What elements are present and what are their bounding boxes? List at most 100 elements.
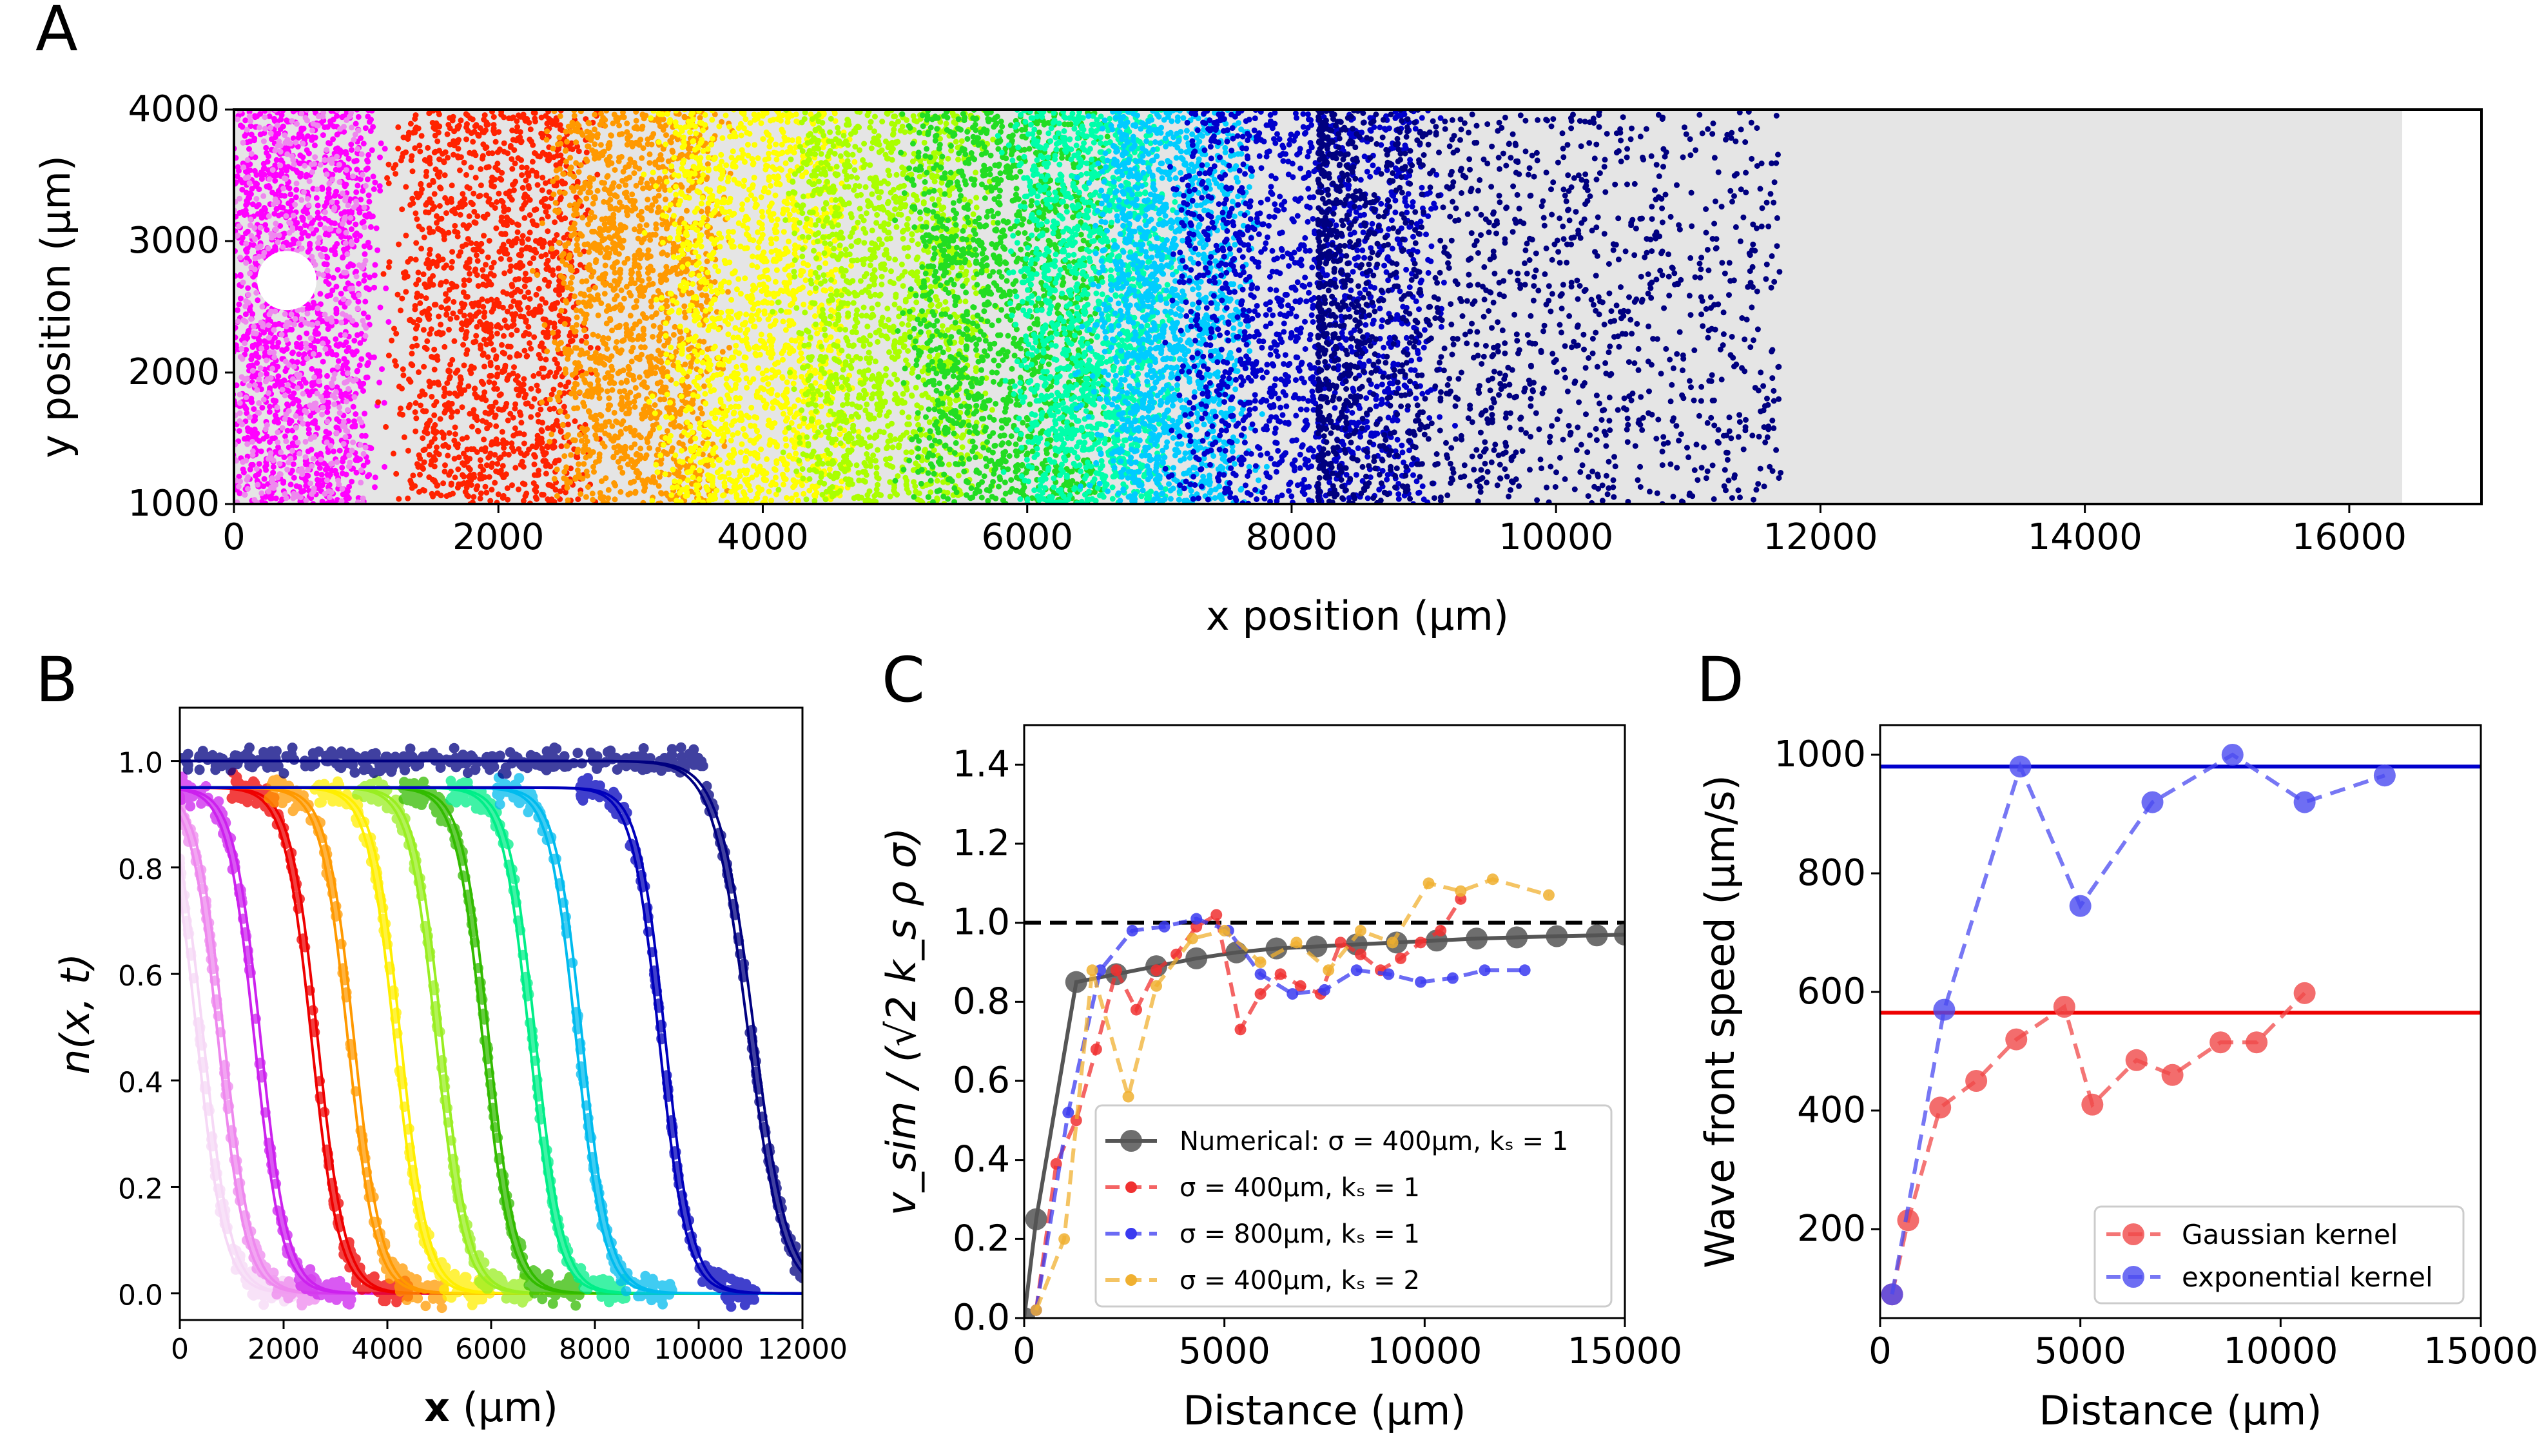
y-tick-label: 0.6 bbox=[953, 1060, 1010, 1102]
legend-swatch-marker bbox=[1125, 1228, 1137, 1239]
panel-b-plot-area bbox=[175, 743, 808, 1313]
y-tick-label: 600 bbox=[1797, 971, 1866, 1013]
panel-c-x-ticks: 0 5000 10000 15000 bbox=[1013, 1318, 1682, 1372]
x-tick-label: 10000 bbox=[654, 1333, 744, 1366]
x-tick-label: 0 bbox=[222, 516, 246, 558]
panel-b-fit-curve bbox=[180, 788, 802, 1294]
legend-swatch-marker bbox=[2122, 1223, 2144, 1245]
panel-a-x-ticks: 0 2000 4000 6000 8000 10000 12000 14000 16000 bbox=[222, 504, 2407, 558]
y-tick-label: 400 bbox=[1797, 1089, 1866, 1131]
x-tick-label: 6000 bbox=[455, 1333, 527, 1366]
panel-c-series-point-2 bbox=[1415, 976, 1426, 988]
panel-c-series-point-3 bbox=[1151, 980, 1162, 992]
panel-b-y-label: n(x, t) bbox=[52, 953, 99, 1074]
panel-c-series-point-1 bbox=[1275, 968, 1287, 980]
y-tick-label: 800 bbox=[1797, 852, 1866, 894]
panel-d-series-point-0 bbox=[2246, 1031, 2267, 1053]
y-tick-label: 3000 bbox=[128, 220, 220, 262]
panel-c-series-point-3 bbox=[1187, 933, 1198, 944]
panel-b-fit-curve bbox=[180, 788, 802, 1294]
legend-swatch-marker bbox=[1125, 1274, 1137, 1286]
panel-c-legend: Numerical: σ = 400μm, kₛ = 1σ = 400μm, k… bbox=[1096, 1105, 1611, 1306]
panel-a-y-label: y position (μm) bbox=[32, 155, 79, 458]
panel-d-series-point-1 bbox=[2142, 791, 2164, 813]
panel-b-fit-curve bbox=[180, 788, 802, 1294]
legend-swatch-marker bbox=[2122, 1266, 2144, 1288]
panel-c-series-point-2 bbox=[1351, 964, 1363, 976]
x-tick-label: 15000 bbox=[2423, 1330, 2538, 1372]
panel-b-fit-curve bbox=[180, 788, 802, 1294]
panel-b-x-label: x (μm) bbox=[424, 1384, 558, 1431]
panel-b-fit-curve bbox=[180, 788, 802, 1294]
panel-c-series-point-3 bbox=[1123, 1091, 1134, 1103]
panel-c-series-point-3 bbox=[1323, 964, 1334, 976]
panel-b-y-ticks: 0.00.20.40.60.81.0 bbox=[118, 747, 180, 1312]
panel-c-legend-label: σ = 800μm, kₛ = 1 bbox=[1180, 1219, 1420, 1249]
x-tick-label: 4000 bbox=[351, 1333, 423, 1366]
y-tick-label: 0.4 bbox=[118, 1066, 163, 1099]
panel-b-fit-curve bbox=[180, 788, 802, 1294]
panel-c: C 0 5000 10000 15000 0.00.20.40.60.81.01.21… bbox=[878, 644, 1682, 1434]
panel-c-numerical-point bbox=[1265, 938, 1287, 960]
panel-c-series-point-2 bbox=[1519, 964, 1531, 976]
panel-c-series-point-2 bbox=[1158, 921, 1170, 933]
panel-a-label: A bbox=[35, 0, 78, 65]
panel-c-series-point-1 bbox=[1255, 988, 1267, 1000]
y-tick-label: 4000 bbox=[128, 88, 220, 130]
y-tick-label: 1.0 bbox=[953, 902, 1010, 944]
panel-d-series-point-0 bbox=[2294, 982, 2316, 1004]
x-tick-label: 2000 bbox=[452, 516, 545, 558]
panel-b-data-dots bbox=[492, 773, 677, 1310]
x-tick-label: 0 bbox=[171, 1333, 189, 1366]
panel-c-series-point-3 bbox=[1219, 925, 1230, 937]
panel-b-fit-curve bbox=[180, 788, 802, 1294]
panel-b-fit-curve bbox=[180, 788, 802, 1294]
y-tick-label: 0.2 bbox=[953, 1218, 1010, 1259]
panel-c-series-point-3 bbox=[1255, 956, 1267, 968]
panel-d-x-ticks: 0 5000 10000 15000 bbox=[1869, 1318, 2538, 1372]
panel-b-fit-curve bbox=[180, 790, 802, 1294]
panel-d-series-point-0 bbox=[2209, 1031, 2231, 1053]
panel-c-series-point-3 bbox=[1087, 964, 1098, 976]
panel-b-data-dots bbox=[175, 853, 297, 1310]
panel-b-fit-curve bbox=[180, 788, 802, 1294]
panel-d-legend-label: Gaussian kernel bbox=[2182, 1219, 2398, 1250]
panel-c-series-point-3 bbox=[1291, 937, 1303, 948]
panel-b-fit-curve bbox=[180, 788, 802, 1294]
panel-c-numerical-point bbox=[1185, 947, 1207, 969]
panel-c-series-point-1 bbox=[1335, 937, 1346, 948]
panel-d-legend-label: exponential kernel bbox=[2182, 1261, 2433, 1293]
panel-b-fit-curve bbox=[180, 788, 802, 1294]
x-tick-label: 8000 bbox=[1246, 516, 1338, 558]
x-tick-label: 4000 bbox=[717, 516, 809, 558]
panel-c-series-point-2 bbox=[1383, 968, 1394, 980]
panel-d-series-point-1 bbox=[2294, 791, 2316, 813]
x-tick-label: 14000 bbox=[2028, 516, 2142, 558]
panel-c-series-point-3 bbox=[1423, 877, 1435, 889]
y-tick-label: 0.8 bbox=[118, 853, 163, 886]
panel-b-x-label-bold: x bbox=[424, 1384, 450, 1431]
panel-c-legend-label: σ = 400μm, kₛ = 1 bbox=[1180, 1173, 1420, 1203]
panel-c-numerical-point bbox=[1025, 1208, 1047, 1230]
y-tick-label: 0.2 bbox=[118, 1172, 163, 1205]
y-tick-label: 1.0 bbox=[118, 747, 163, 780]
panel-d-series-point-0 bbox=[2162, 1064, 2184, 1086]
x-tick-label: 10000 bbox=[2223, 1330, 2338, 1372]
panel-d-series-point-0 bbox=[2005, 1029, 2027, 1051]
x-tick-label: 10000 bbox=[1367, 1330, 1482, 1372]
panel-c-series-point-1 bbox=[1235, 1024, 1247, 1035]
x-tick-label: 16000 bbox=[2292, 516, 2407, 558]
x-tick-label: 5000 bbox=[2034, 1330, 2126, 1372]
panel-d-series-point-1 bbox=[1881, 1283, 1903, 1305]
x-tick-label: 15000 bbox=[1568, 1330, 1682, 1372]
panel-c-series-point-1 bbox=[1435, 925, 1446, 937]
panel-c-series-point-2 bbox=[1190, 913, 1202, 925]
panel-c-legend-label: σ = 400μm, kₛ = 2 bbox=[1180, 1266, 1420, 1296]
panel-a-obstacle-hole bbox=[257, 251, 316, 310]
x-tick-label: 6000 bbox=[981, 516, 1073, 558]
panel-c-series-point-3 bbox=[1387, 937, 1399, 948]
y-tick-label: 0.0 bbox=[953, 1297, 1010, 1339]
y-tick-label: 0.0 bbox=[118, 1279, 163, 1312]
